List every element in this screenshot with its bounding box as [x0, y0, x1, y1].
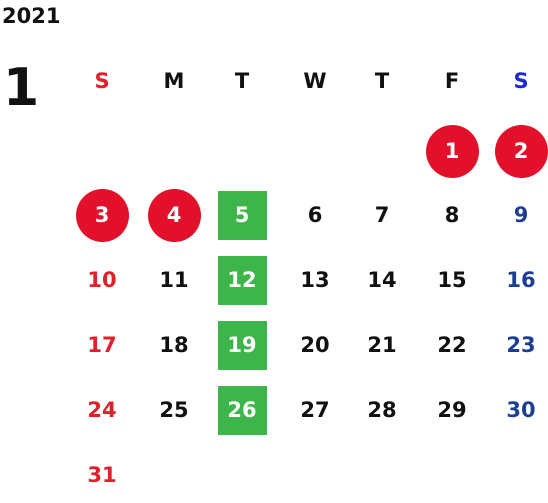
- day-29[interactable]: 29: [437, 398, 467, 422]
- day-6[interactable]: 6: [307, 203, 323, 227]
- day-23[interactable]: 23: [506, 333, 536, 357]
- day-30[interactable]: 30: [506, 398, 536, 422]
- weekday-wednesday: W: [303, 69, 327, 93]
- highlight-marker: 12: [217, 255, 267, 305]
- holiday-marker: 4: [147, 188, 201, 242]
- day-14[interactable]: 14: [367, 268, 397, 292]
- day-15[interactable]: 15: [437, 268, 467, 292]
- weekday-monday: M: [163, 69, 185, 93]
- weekday-thursday: T: [374, 69, 390, 93]
- day-8[interactable]: 8: [444, 203, 460, 227]
- day-13[interactable]: 13: [300, 268, 330, 292]
- highlight-marker: 19: [217, 320, 267, 370]
- weekday-saturday: S: [513, 69, 529, 93]
- weekday-friday: F: [444, 69, 460, 93]
- highlight-marker: 26: [217, 385, 267, 435]
- day-4[interactable]: 4: [144, 188, 204, 242]
- day-25[interactable]: 25: [159, 398, 189, 422]
- day-16[interactable]: 16: [506, 268, 536, 292]
- day-18[interactable]: 18: [159, 333, 189, 357]
- day-28[interactable]: 28: [367, 398, 397, 422]
- day-5[interactable]: 5: [212, 190, 272, 240]
- holiday-marker: 2: [494, 124, 548, 178]
- day-24[interactable]: 24: [87, 398, 117, 422]
- holiday-marker: 3: [75, 188, 129, 242]
- weekday-sunday: S: [94, 69, 110, 93]
- day-12[interactable]: 12: [212, 255, 272, 305]
- day-20[interactable]: 20: [300, 333, 330, 357]
- day-1[interactable]: 1: [422, 124, 482, 178]
- day-7[interactable]: 7: [374, 203, 390, 227]
- day-2[interactable]: 2: [491, 124, 548, 178]
- day-22[interactable]: 22: [437, 333, 467, 357]
- day-26[interactable]: 26: [212, 385, 272, 435]
- month-number: 1: [3, 58, 40, 118]
- year-label: 2021: [2, 4, 61, 28]
- holiday-marker: 1: [425, 124, 479, 178]
- day-19[interactable]: 19: [212, 320, 272, 370]
- day-11[interactable]: 11: [159, 268, 189, 292]
- day-9[interactable]: 9: [513, 203, 529, 227]
- day-27[interactable]: 27: [300, 398, 330, 422]
- day-21[interactable]: 21: [367, 333, 397, 357]
- weekday-tuesday: T: [234, 69, 250, 93]
- day-3[interactable]: 3: [72, 188, 132, 242]
- day-10[interactable]: 10: [87, 268, 117, 292]
- day-31[interactable]: 31: [87, 463, 117, 487]
- day-17[interactable]: 17: [87, 333, 117, 357]
- highlight-marker: 5: [217, 190, 267, 240]
